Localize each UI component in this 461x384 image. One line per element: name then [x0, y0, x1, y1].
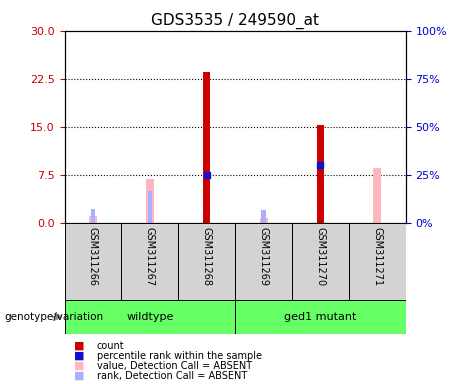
Bar [235, 223, 292, 300]
Text: ■: ■ [74, 351, 84, 361]
Bar [261, 210, 266, 223]
Bar [148, 191, 152, 223]
Text: GSM311267: GSM311267 [145, 227, 155, 286]
Bar [65, 223, 121, 300]
Text: GSM311270: GSM311270 [315, 227, 325, 286]
Text: genotype/variation: genotype/variation [5, 312, 104, 322]
Text: GSM311271: GSM311271 [372, 227, 382, 286]
Text: ■: ■ [74, 361, 84, 371]
Bar [146, 179, 154, 223]
Text: ged1 mutant: ged1 mutant [284, 312, 356, 322]
Bar [178, 223, 235, 300]
Point [203, 172, 210, 178]
Bar [373, 168, 381, 223]
Bar [121, 223, 178, 300]
Text: ■: ■ [74, 341, 84, 351]
Text: percentile rank within the sample: percentile rank within the sample [97, 351, 262, 361]
Text: value, Detection Call = ABSENT: value, Detection Call = ABSENT [97, 361, 252, 371]
Title: GDS3535 / 249590_at: GDS3535 / 249590_at [151, 13, 319, 29]
Bar [349, 223, 406, 300]
Bar [317, 126, 324, 223]
Text: GSM311266: GSM311266 [88, 227, 98, 286]
Bar [260, 218, 267, 223]
Text: wildtype: wildtype [126, 312, 173, 322]
Text: GSM311268: GSM311268 [201, 227, 212, 286]
Bar [65, 300, 235, 334]
Bar [203, 72, 210, 223]
Text: rank, Detection Call = ABSENT: rank, Detection Call = ABSENT [97, 371, 247, 381]
Bar [89, 216, 97, 223]
Bar [292, 223, 349, 300]
Point [317, 162, 324, 168]
Bar [91, 209, 95, 223]
Text: GSM311269: GSM311269 [259, 227, 269, 286]
Text: ■: ■ [74, 371, 84, 381]
Bar [235, 300, 406, 334]
Text: count: count [97, 341, 124, 351]
